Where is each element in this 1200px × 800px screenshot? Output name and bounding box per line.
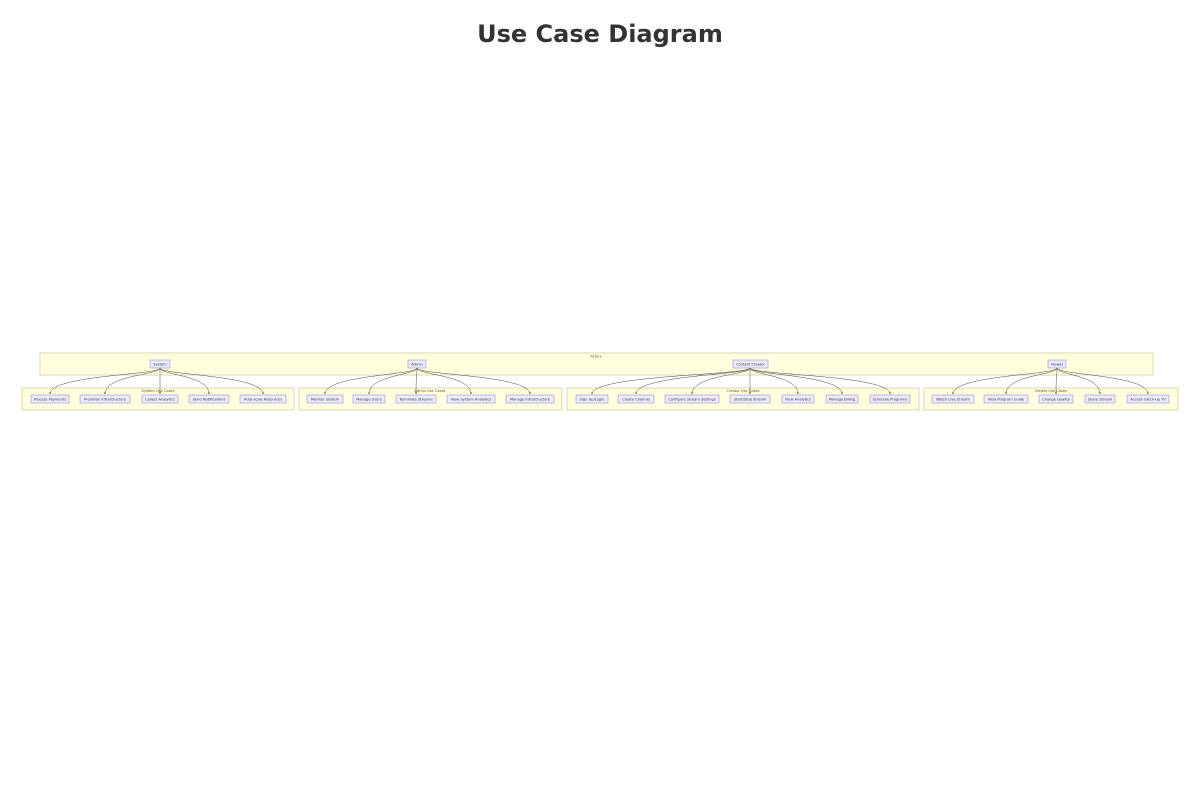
edge-creator-sign-up-login — [591, 367, 751, 395]
svg-text:Configure Stream Settings: Configure Stream Settings — [668, 397, 716, 401]
svg-text:Send Notifications: Send Notifications — [193, 397, 226, 401]
svg-text:Provision Infrastructure: Provision Infrastructure — [84, 397, 127, 401]
use-case-collect-analytics[interactable]: Collect Analytics — [141, 394, 179, 404]
edge-viewer-view-program-guide — [1005, 367, 1058, 395]
svg-text:Manage Infrastructure: Manage Infrastructure — [510, 397, 551, 401]
svg-text:Create Channel: Create Channel — [622, 397, 650, 401]
svg-text:Auto-scale Resources: Auto-scale Resources — [244, 397, 283, 401]
actors-cluster: Actors — [39, 352, 1154, 376]
use-case-change-quality[interactable]: Change Quality — [1038, 394, 1074, 404]
svg-text:Change Quality: Change Quality — [1042, 397, 1071, 401]
edges — [49, 367, 1149, 395]
edge-admin-monitor-system — [324, 367, 418, 395]
use-case-monitor-system[interactable]: Monitor System — [306, 394, 344, 404]
page-title: Use Case Diagram — [477, 20, 723, 48]
viewer-use-cases-label: Viewer Use Cases — [1035, 389, 1067, 393]
use-case-schedule-programs[interactable]: Schedule Programs — [869, 394, 911, 404]
svg-text:Terminate Streams: Terminate Streams — [398, 397, 433, 401]
use-case-view-system-analytics[interactable]: View System Analytics — [446, 394, 496, 404]
actor-content-creator[interactable]: Content Creator — [732, 359, 769, 369]
use-case-watch-live-stream[interactable]: Watch Live Stream — [931, 394, 975, 404]
actor-viewer[interactable]: Viewer — [1047, 359, 1067, 369]
edge-viewer-share-stream — [1056, 367, 1101, 395]
svg-text:Start/Stop Stream: Start/Stop Stream — [734, 397, 767, 401]
svg-text:Manage Billing: Manage Billing — [829, 397, 855, 401]
svg-text:Manage Users: Manage Users — [356, 397, 382, 401]
edge-admin-manage-users — [368, 367, 418, 395]
use-case-process-payments[interactable]: Process Payments — [30, 394, 70, 404]
svg-text:View Program Guide: View Program Guide — [988, 397, 1025, 401]
admin-use-cases-label: Admin Use Cases — [414, 389, 445, 393]
svg-text:Schedule Programs: Schedule Programs — [873, 397, 908, 401]
svg-text:View Analytics: View Analytics — [785, 397, 811, 401]
creator-use-cases-label: Creator Use Cases — [726, 389, 759, 393]
actor-admin[interactable]: Admin — [407, 359, 427, 369]
actors-cluster-label: Actors — [590, 355, 601, 359]
use-case-manage-infrastructure[interactable]: Manage Infrastructure — [505, 394, 555, 404]
svg-text:Monitor System: Monitor System — [311, 397, 340, 401]
svg-text:Sign Up/Login: Sign Up/Login — [580, 397, 605, 401]
system-use-cases-label: System Use Cases — [141, 389, 174, 393]
use-case-start-stop-stream[interactable]: Start/Stop Stream — [729, 394, 771, 404]
use-case-provision-infrastructure[interactable]: Provision Infrastructure — [79, 394, 131, 404]
use-case-auto-scale-resources[interactable]: Auto-scale Resources — [239, 394, 287, 404]
svg-text:Share Stream: Share Stream — [1088, 397, 1113, 401]
use-case-terminate-streams[interactable]: Terminate Streams — [395, 394, 437, 404]
svg-text:Content Creator: Content Creator — [736, 362, 765, 366]
use-case-manage-billing[interactable]: Manage Billing — [825, 394, 859, 404]
svg-text:System: System — [153, 362, 167, 366]
use-case-configure-stream-settings[interactable]: Configure Stream Settings — [664, 394, 720, 404]
svg-text:Admin: Admin — [411, 362, 422, 366]
use-case-create-channel[interactable]: Create Channel — [617, 394, 655, 404]
edge-creator-view-analytics — [749, 367, 799, 395]
edge-system-send-notifications — [159, 367, 210, 395]
use-case-share-stream[interactable]: Share Stream — [1084, 394, 1116, 404]
edge-viewer-access-catch-up-tv — [1056, 367, 1149, 395]
svg-text:View System Analytics: View System Analytics — [451, 397, 492, 401]
edge-viewer-change-quality — [1055, 367, 1058, 395]
use-case-manage-users[interactable]: Manage Users — [352, 394, 386, 404]
edge-admin-terminate-streams — [415, 367, 418, 395]
use-case-view-program-guide[interactable]: View Program Guide — [983, 394, 1029, 404]
use-case-send-notifications[interactable]: Send Notifications — [188, 394, 230, 404]
edge-creator-manage-billing — [749, 367, 843, 395]
actor-system[interactable]: System — [149, 359, 171, 369]
edge-creator-configure-stream-settings — [691, 367, 751, 395]
svg-text:Watch Live Stream: Watch Live Stream — [936, 397, 970, 401]
svg-text:Access Catch-up TV: Access Catch-up TV — [1130, 397, 1166, 401]
use-case-view-analytics[interactable]: View Analytics — [781, 394, 815, 404]
svg-text:Process Payments: Process Payments — [34, 397, 67, 401]
svg-text:Viewer: Viewer — [1051, 362, 1064, 366]
use-case-sign-up-login[interactable]: Sign Up/Login — [575, 394, 609, 404]
svg-text:Collect Analytics: Collect Analytics — [145, 397, 175, 401]
use-case-access-catch-up-tv[interactable]: Access Catch-up TV — [1126, 394, 1170, 404]
